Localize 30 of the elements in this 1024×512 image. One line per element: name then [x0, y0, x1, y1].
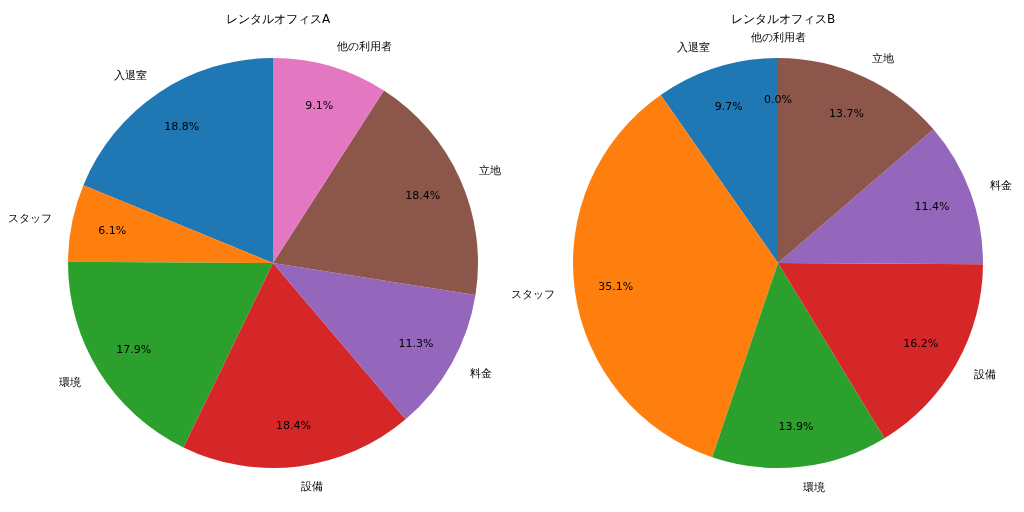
- data-label: 9.7%: [714, 100, 743, 114]
- slice-label: 入退室: [114, 69, 148, 83]
- data-label: 18.8%: [164, 120, 200, 134]
- data-label: 6.1%: [98, 224, 127, 238]
- data-label: 16.2%: [903, 337, 939, 351]
- slice-label: スタッフ: [510, 288, 555, 302]
- data-label: 11.3%: [398, 336, 434, 350]
- slice-label: 設備: [974, 367, 997, 381]
- chart-title: レンタルオフィスB: [730, 12, 836, 26]
- slice-label: スタッフ: [7, 212, 52, 226]
- slice-label: 料金: [469, 366, 492, 380]
- slice-label: 他の利用者: [336, 40, 392, 54]
- category-label: 他の利用者: [750, 31, 806, 44]
- data-label: 18.4%: [276, 419, 312, 433]
- slice-label: 料金: [989, 178, 1012, 192]
- slice-label: 立地: [478, 164, 501, 178]
- data-label: 17.9%: [116, 343, 152, 357]
- data-label: 11.4%: [914, 199, 950, 213]
- chart-title: レンタルオフィスA: [225, 12, 331, 26]
- slice-label: 設備: [301, 480, 324, 494]
- data-label: 13.9%: [778, 419, 814, 433]
- slice-label: 環境: [59, 375, 82, 389]
- data-label: 9.1%: [305, 99, 334, 113]
- text: 0.0%: [764, 92, 792, 106]
- data-label: 13.7%: [828, 107, 864, 121]
- slice-label: 入退室: [677, 41, 711, 55]
- data-label: 18.4%: [405, 189, 441, 203]
- data-label: 35.1%: [598, 279, 634, 293]
- slice-label: 立地: [872, 51, 895, 65]
- slice-label: 環境: [802, 480, 825, 494]
